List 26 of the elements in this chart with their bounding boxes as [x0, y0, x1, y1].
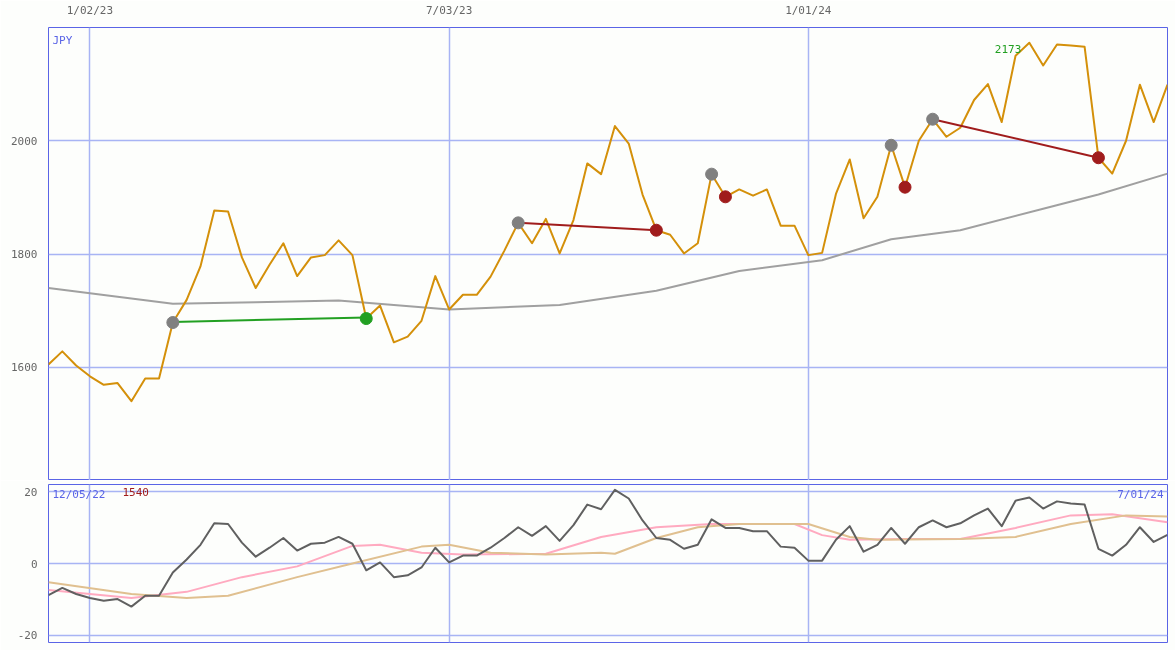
point — [166, 316, 180, 329]
point — [649, 223, 663, 237]
point — [511, 216, 525, 230]
y-tick-label: -20 — [17, 629, 38, 643]
line-series — [48, 488, 1168, 608]
point — [884, 138, 898, 152]
y-tick-label: 0 — [30, 557, 38, 571]
point — [898, 180, 912, 194]
y-axis-title: JPY — [52, 33, 73, 47]
point — [1091, 151, 1105, 165]
line-series — [48, 172, 1168, 311]
y-tick-label: 2000 — [11, 134, 38, 148]
annotation: 2173 — [994, 42, 1022, 56]
y-tick-label: 1800 — [11, 248, 38, 261]
x-tick-label: 7/03/23 — [425, 3, 473, 17]
annotation: 7/01/24 — [1117, 487, 1164, 501]
x-tick-label: 1/01/24 — [785, 3, 832, 17]
annotation: 12/05/22 — [52, 487, 106, 501]
y-tick-label: 20 — [24, 485, 38, 499]
y-tick-label: 1600 — [11, 361, 38, 375]
point — [359, 312, 373, 326]
annotation: 1540 — [122, 485, 149, 499]
point — [705, 167, 719, 181]
x-tick-label: 1/02/23 — [66, 3, 114, 17]
point — [926, 112, 940, 126]
point — [718, 190, 732, 204]
